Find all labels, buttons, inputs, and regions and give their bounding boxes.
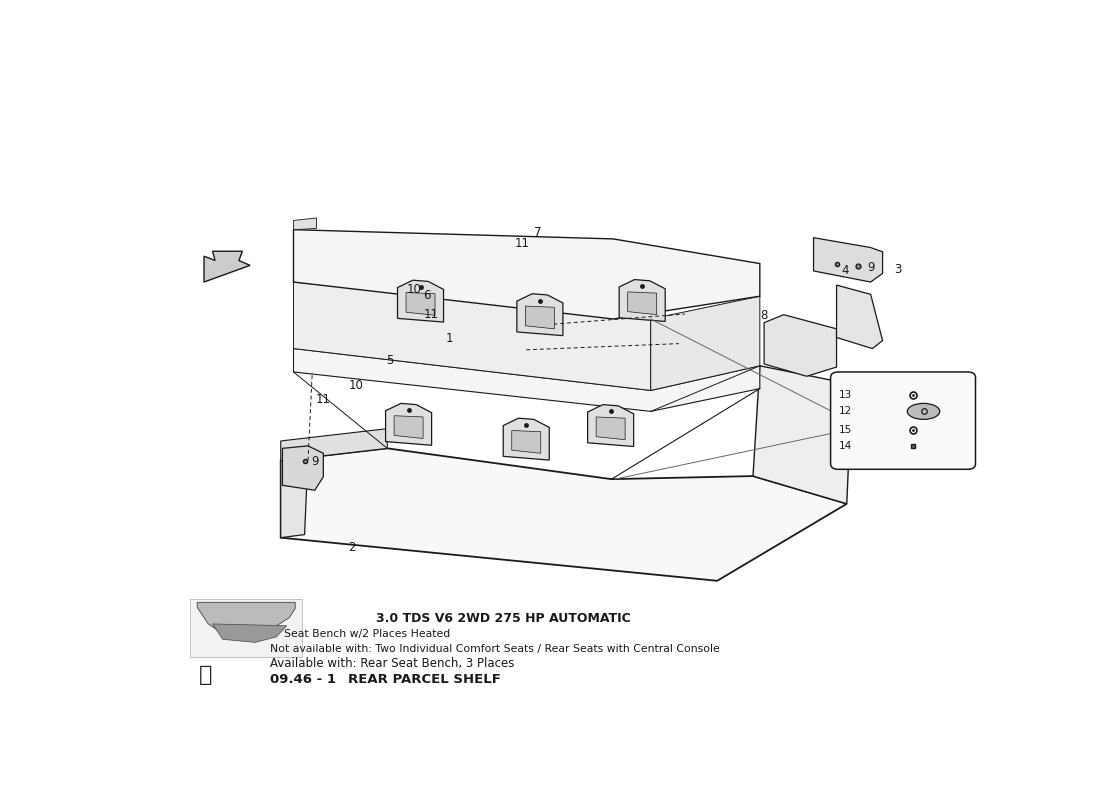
- Polygon shape: [651, 296, 760, 390]
- Polygon shape: [212, 624, 287, 642]
- FancyBboxPatch shape: [189, 598, 302, 657]
- Text: 5: 5: [386, 354, 394, 367]
- Text: 12: 12: [838, 406, 851, 416]
- Text: 10: 10: [349, 379, 363, 392]
- Polygon shape: [764, 314, 836, 376]
- Text: 10: 10: [406, 283, 421, 296]
- Text: ⛜: ⛜: [199, 665, 212, 685]
- Text: 9: 9: [867, 261, 875, 274]
- Text: 1: 1: [446, 331, 453, 345]
- Polygon shape: [517, 294, 563, 336]
- Polygon shape: [386, 403, 431, 446]
- Polygon shape: [294, 282, 651, 390]
- Polygon shape: [754, 366, 851, 504]
- Polygon shape: [283, 446, 323, 490]
- Ellipse shape: [908, 403, 939, 419]
- Text: 3: 3: [894, 263, 902, 276]
- Polygon shape: [503, 418, 549, 460]
- Text: 7: 7: [535, 226, 542, 239]
- Text: 9: 9: [311, 455, 319, 469]
- Polygon shape: [294, 349, 760, 411]
- Text: 13: 13: [838, 390, 851, 400]
- Polygon shape: [280, 448, 847, 581]
- Text: 11: 11: [316, 393, 331, 406]
- Polygon shape: [197, 602, 295, 634]
- Polygon shape: [294, 230, 760, 319]
- Polygon shape: [280, 429, 387, 461]
- Polygon shape: [512, 430, 541, 454]
- Text: 4: 4: [842, 265, 849, 278]
- Text: 11: 11: [515, 238, 529, 250]
- Polygon shape: [836, 285, 882, 349]
- Text: Seat Bench w/2 Places Heated: Seat Bench w/2 Places Heated: [270, 630, 450, 639]
- Polygon shape: [628, 292, 657, 314]
- Polygon shape: [526, 306, 554, 329]
- Polygon shape: [587, 405, 634, 446]
- Text: 11: 11: [424, 307, 438, 321]
- Polygon shape: [619, 279, 666, 322]
- Polygon shape: [596, 417, 625, 440]
- Text: 8: 8: [760, 309, 768, 322]
- Text: REAR PARCEL SHELF: REAR PARCEL SHELF: [348, 673, 500, 686]
- Text: 15: 15: [838, 425, 851, 435]
- Polygon shape: [397, 280, 443, 322]
- Polygon shape: [294, 218, 317, 230]
- Polygon shape: [280, 456, 308, 538]
- Polygon shape: [406, 293, 434, 315]
- Text: Available with: Rear Seat Bench, 3 Places: Available with: Rear Seat Bench, 3 Place…: [270, 658, 514, 670]
- Text: 2: 2: [348, 541, 355, 554]
- Polygon shape: [814, 238, 882, 282]
- Text: 14: 14: [838, 441, 851, 451]
- Text: Not available with: Two Individual Comfort Seats / Rear Seats with Central Conso: Not available with: Two Individual Comfo…: [270, 643, 719, 654]
- Text: 09.46 - 1: 09.46 - 1: [270, 673, 340, 686]
- Text: 6: 6: [424, 289, 431, 302]
- Text: 3.0 TDS V6 2WD 275 HP AUTOMATIC: 3.0 TDS V6 2WD 275 HP AUTOMATIC: [376, 612, 631, 625]
- FancyBboxPatch shape: [830, 372, 976, 470]
- Polygon shape: [204, 251, 250, 282]
- Polygon shape: [394, 416, 424, 438]
